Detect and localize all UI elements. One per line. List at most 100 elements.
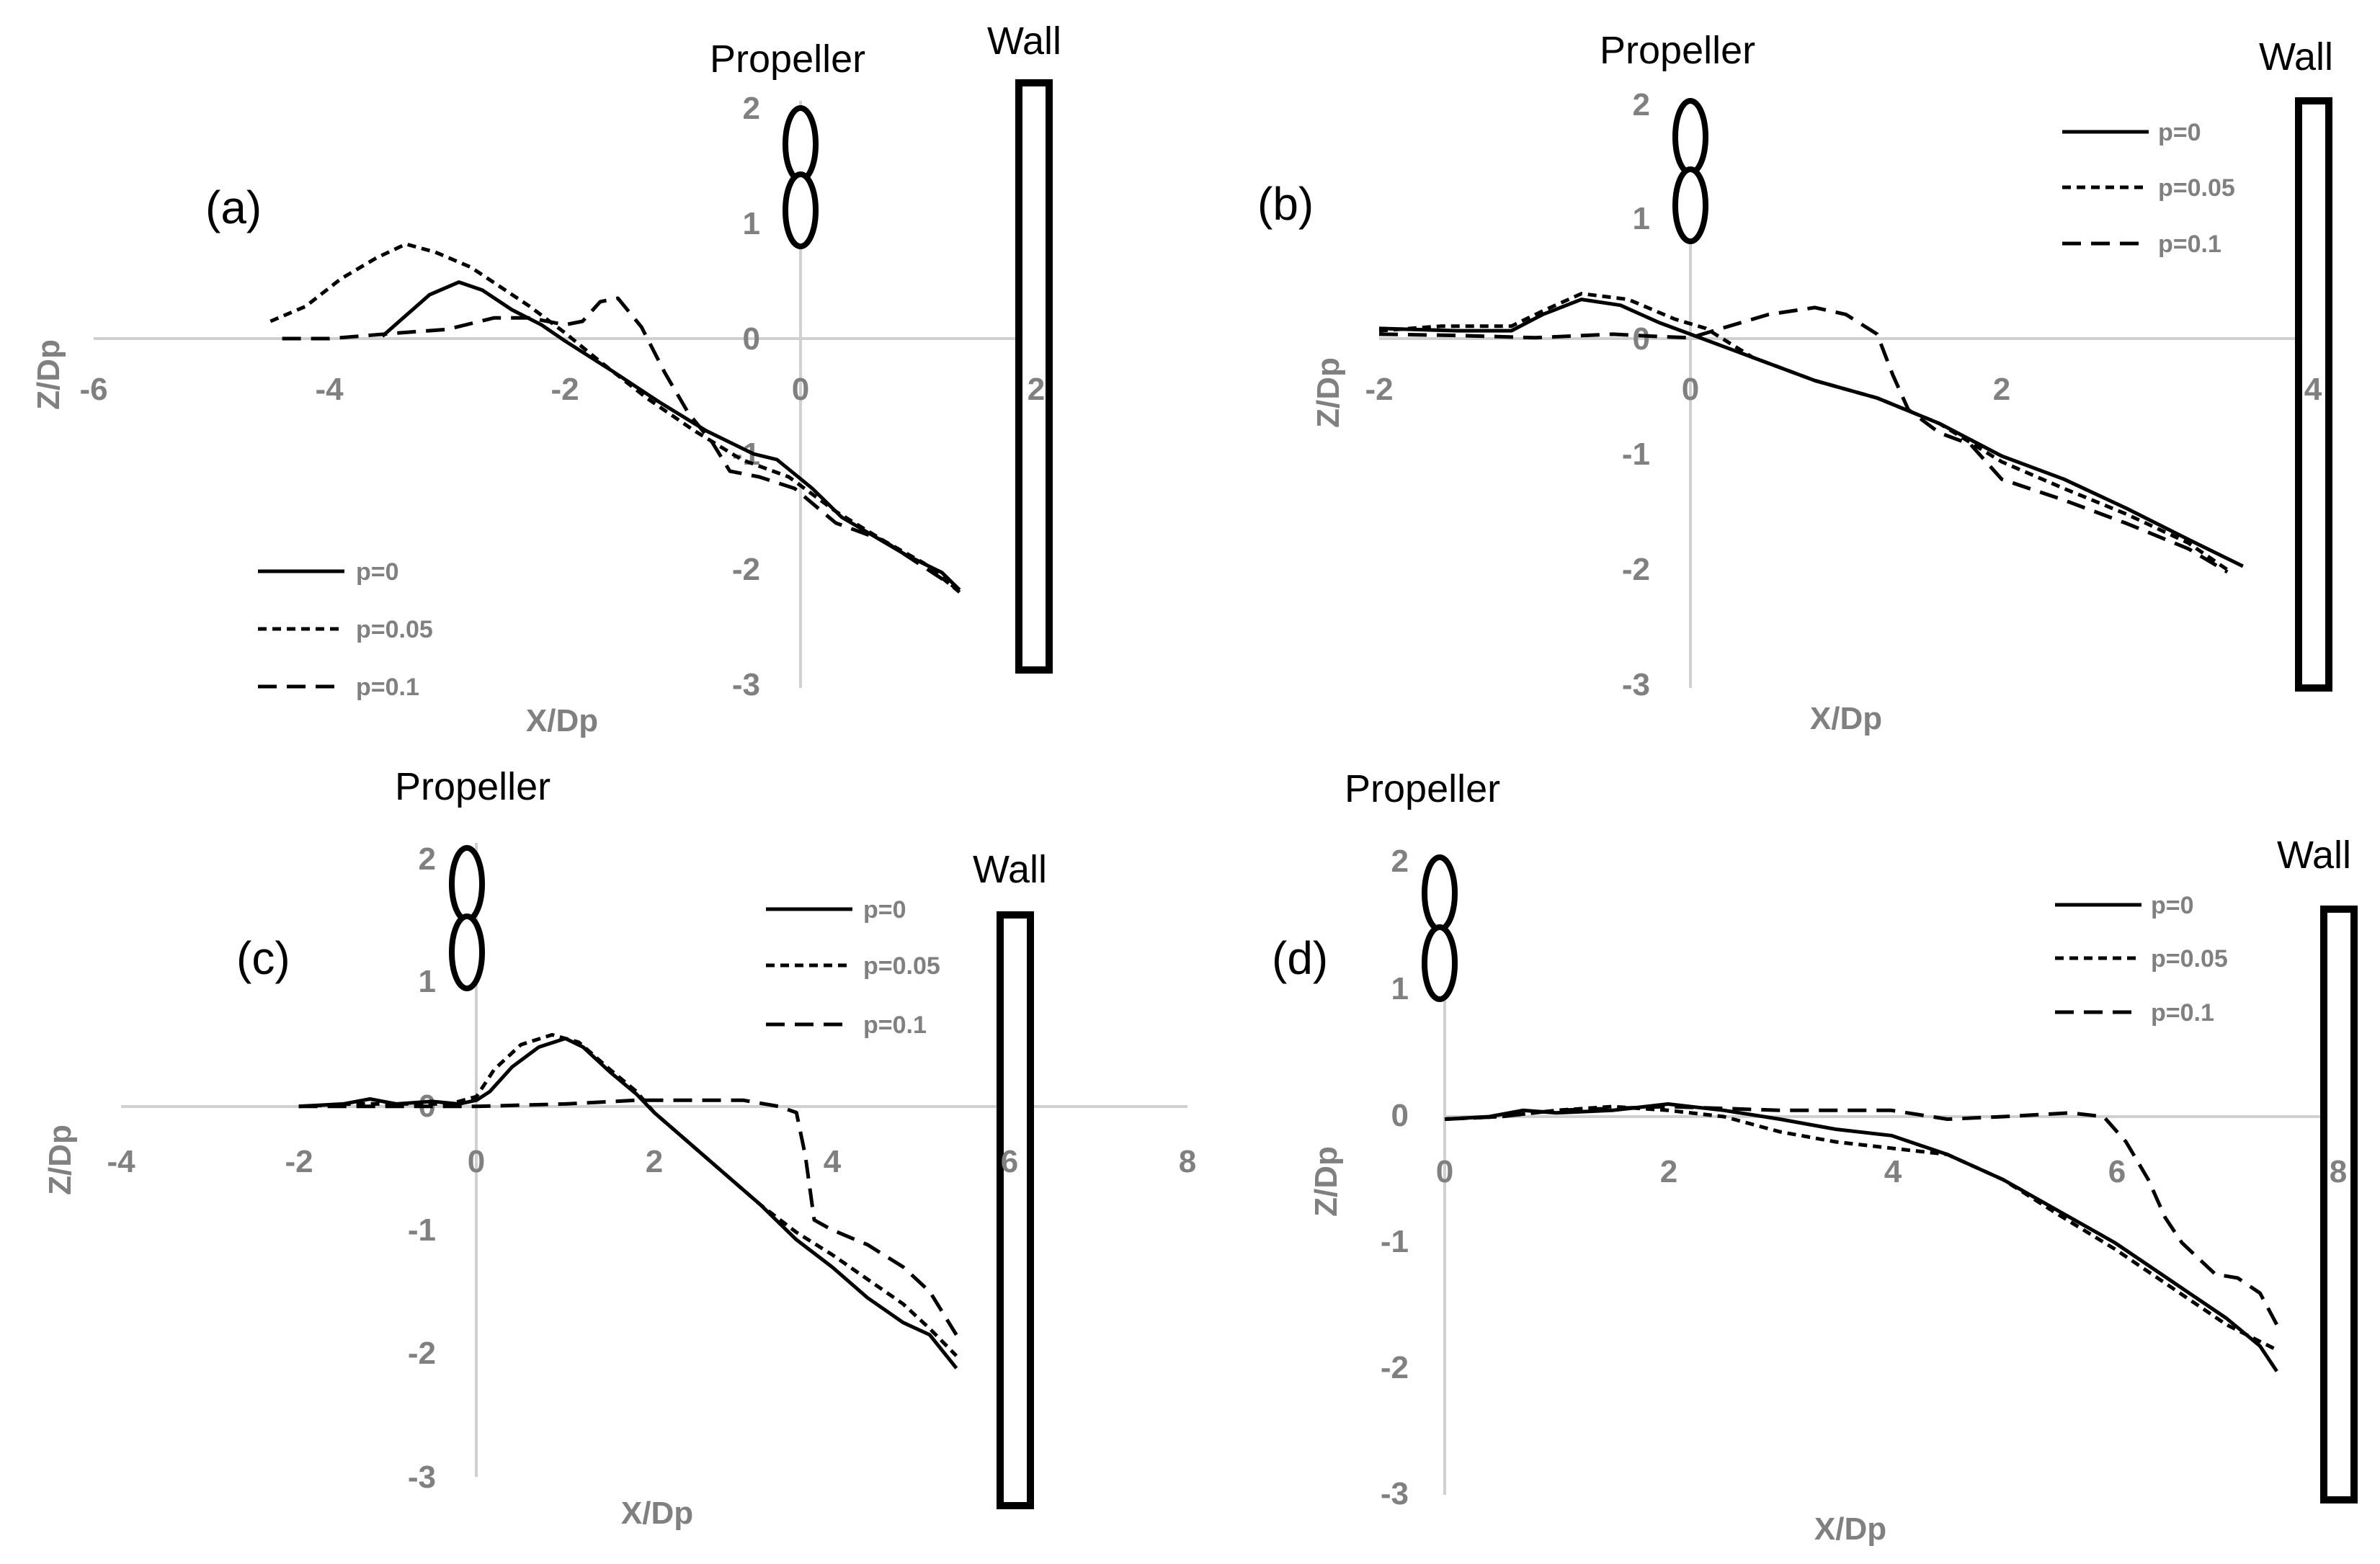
- panel-label: (d): [1272, 932, 1328, 984]
- x-axis-label: X/Dp: [1814, 1511, 1886, 1547]
- y-tick-label: -1: [1622, 437, 1650, 472]
- series-line-p005: [269, 242, 961, 594]
- y-tick-label: 0: [743, 321, 760, 357]
- x-tick-label: 8: [2330, 1154, 2347, 1189]
- legend: p=0 p=0.05 p=0.1: [2055, 892, 2228, 1027]
- legend-label: p=0.05: [2151, 945, 2228, 973]
- legend-label: p=0: [2151, 892, 2194, 919]
- propeller-icon: [1422, 854, 1458, 1002]
- legend-label: p=0.1: [2151, 999, 2214, 1027]
- x-axis-label: X/Dp: [621, 1496, 693, 1531]
- y-tick-label: 0: [1633, 321, 1650, 357]
- x-tick-label: 4: [824, 1144, 842, 1179]
- propeller-label: Propeller: [395, 765, 551, 808]
- series-line-p01: [298, 1098, 958, 1336]
- y-axis-label: Z/Dp: [1309, 1146, 1344, 1217]
- x-tick-label: 0: [1436, 1154, 1453, 1189]
- y-tick-label: -2: [732, 552, 760, 587]
- wall-label: Wall: [973, 848, 1047, 891]
- y-tick-label: -3: [1622, 667, 1650, 702]
- x-tick-label: -2: [1365, 372, 1393, 407]
- y-tick-label: -1: [1381, 1224, 1409, 1259]
- series-line-p01: [1444, 1104, 2279, 1326]
- legend: p=0 p=0.05 p=0.1: [258, 558, 433, 701]
- legend-label: p=0.05: [863, 952, 940, 980]
- x-tick-label: -4: [107, 1144, 135, 1179]
- wall-label: Wall: [987, 19, 1061, 63]
- legend-label: p=0: [863, 896, 906, 924]
- y-axis-label: Z/Dp: [43, 1125, 78, 1195]
- legend-label: p=0: [2158, 119, 2201, 146]
- legend-label: p=0: [356, 558, 399, 586]
- wall-label: Wall: [2277, 834, 2351, 877]
- wall: [997, 911, 1034, 1509]
- y-tick-label: -2: [1622, 552, 1650, 587]
- panel-label: (c): [236, 932, 290, 984]
- y-tick-label: 2: [1633, 87, 1650, 122]
- x-axis-label: X/Dp: [1810, 701, 1882, 736]
- series-line-p005: [1444, 1104, 2278, 1352]
- legend-label: p=0.05: [356, 616, 433, 643]
- x-tick-label: -6: [79, 372, 107, 407]
- x-tick-label: 4: [1884, 1154, 1902, 1189]
- x-tick-label: -2: [285, 1144, 313, 1179]
- x-tick-label: 0: [792, 372, 809, 407]
- x-tick-label: 2: [1993, 372, 2010, 407]
- series-line-p01: [282, 296, 955, 589]
- y-axis-label: Z/Dp: [31, 339, 66, 410]
- x-tick-label: -2: [551, 372, 579, 407]
- y-tick-label: 2: [743, 91, 760, 126]
- panel-d: (d) Propeller Wall 2 1 0 -1 -2 -3 0 2 4 …: [1272, 767, 2358, 1547]
- legend: p=0 p=0.05 p=0.1: [766, 896, 940, 1039]
- propeller-icon: [449, 845, 485, 991]
- panel-a: (a) Propeller Wall 2 1 0 -1 -2 -3 -6 -4 …: [31, 19, 1061, 738]
- x-tick-label: 2: [1660, 1154, 1677, 1189]
- legend: p=0 p=0.05 p=0.1: [2062, 119, 2235, 258]
- series-line-p005: [298, 1032, 958, 1357]
- series-line-p01: [1378, 305, 2229, 574]
- legend-label: p=0.1: [863, 1011, 927, 1039]
- x-tick-label: 4: [2304, 372, 2322, 407]
- series-line-p005: [1378, 292, 2229, 571]
- propeller-label: Propeller: [710, 37, 865, 81]
- x-tick-label: 0: [468, 1144, 485, 1179]
- legend-label: p=0.1: [356, 674, 419, 701]
- wall: [2320, 906, 2358, 1503]
- x-tick-label: 6: [1001, 1144, 1018, 1179]
- panel-c: (c) Propeller Wall 2 1 0 -1 -2 -3 -4 -2 …: [43, 765, 1196, 1531]
- wall: [2295, 97, 2332, 692]
- y-tick-label: -3: [408, 1460, 436, 1495]
- y-tick-label: -3: [732, 667, 760, 702]
- propeller-label: Propeller: [1600, 29, 1755, 72]
- x-tick-label: 0: [1682, 372, 1699, 407]
- panel-label: (a): [205, 182, 262, 233]
- y-tick-label: 2: [419, 841, 436, 877]
- y-tick-label: 1: [1391, 971, 1409, 1006]
- x-tick-label: 2: [646, 1144, 663, 1179]
- panel-b: (b) Propeller Wall 2 1 0 -1 -2 -3 -2 0 2…: [1257, 29, 2333, 736]
- y-tick-label: -2: [1381, 1350, 1409, 1385]
- x-tick-label: 6: [2108, 1154, 2126, 1189]
- propeller-icon: [1672, 98, 1708, 244]
- y-tick-label: 0: [1391, 1098, 1409, 1133]
- y-tick-label: -1: [408, 1212, 436, 1248]
- y-tick-label: 2: [1391, 844, 1409, 879]
- series-line-p0: [298, 1037, 958, 1369]
- y-tick-label: 1: [1633, 201, 1650, 236]
- legend-label: p=0.05: [2158, 174, 2235, 202]
- y-tick-label: -3: [1381, 1476, 1409, 1511]
- series-line-p0: [380, 280, 961, 591]
- y-tick-label: 1: [419, 964, 436, 999]
- x-tick-label: 2: [1028, 372, 1045, 407]
- propeller-label: Propeller: [1345, 767, 1500, 810]
- x-tick-label: 8: [1179, 1144, 1196, 1179]
- legend-label: p=0.1: [2158, 231, 2221, 258]
- wall: [1015, 79, 1053, 674]
- propeller-icon: [783, 105, 819, 249]
- x-axis-label: X/Dp: [526, 703, 598, 738]
- x-tick-label: -4: [315, 372, 344, 407]
- y-tick-label: -2: [408, 1336, 436, 1371]
- panel-label: (b): [1257, 178, 1314, 230]
- y-axis-label: Z/Dp: [1311, 357, 1346, 428]
